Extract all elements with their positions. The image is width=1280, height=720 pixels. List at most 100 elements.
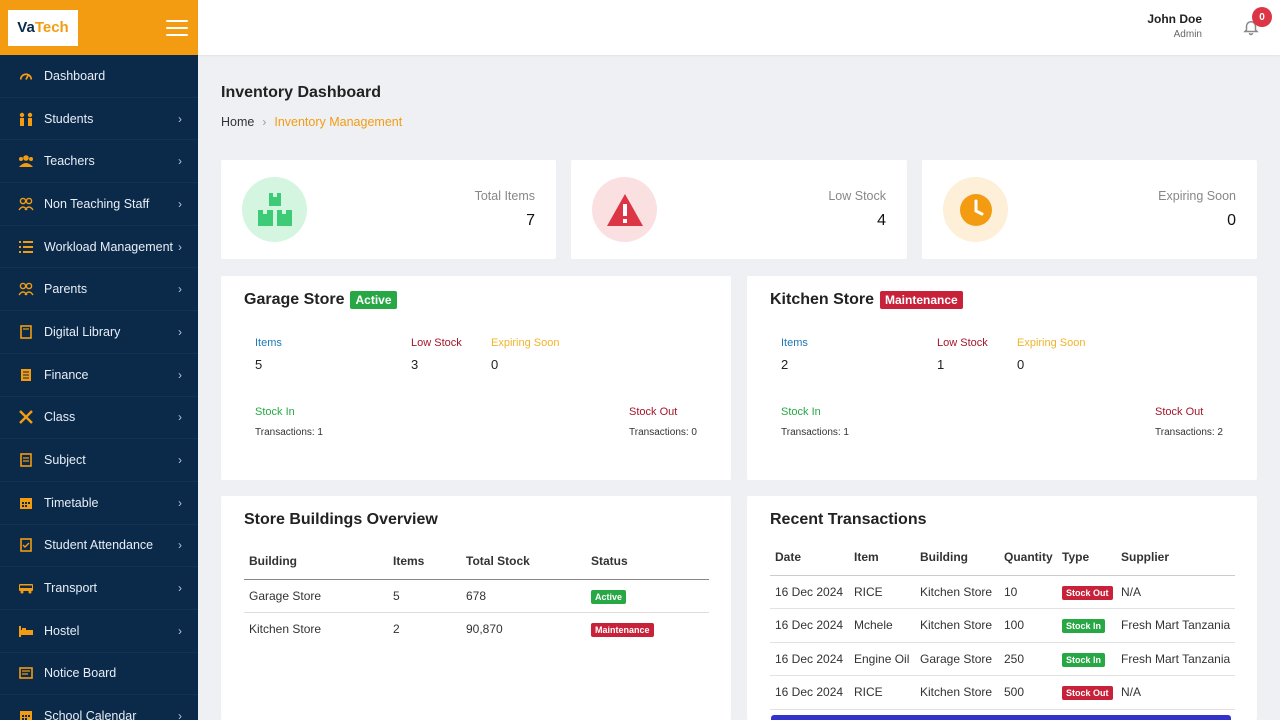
table-cell: 16 Dec 2024 bbox=[775, 584, 844, 599]
stat-icon-circle bbox=[592, 177, 657, 242]
table-row[interactable]: 16 Dec 2024 Engine Oil Garage Store 250 Stoc… bbox=[770, 642, 1235, 676]
sidebar-nav: Dashboard Students › Teachers › Non Teaching … bbox=[0, 55, 198, 720]
chevron-right-icon: › bbox=[178, 538, 182, 553]
chevron-right-icon: › bbox=[178, 453, 182, 468]
transactions-table-body: 16 Dec 2024 RICE Kitchen Store 10 Stock Out N… bbox=[770, 575, 1235, 709]
sidebar-item-notice-board[interactable]: Notice Board bbox=[0, 653, 198, 696]
chevron-right-icon: › bbox=[178, 196, 182, 211]
sidebar-item-label: Workload Management bbox=[44, 239, 174, 254]
chevron-right-icon: › bbox=[178, 709, 182, 720]
page-title: Inventory Dashboard bbox=[221, 84, 382, 101]
column-header: Status bbox=[591, 554, 628, 569]
table-row[interactable]: Garage Store 5 678 Active bbox=[244, 579, 709, 612]
transactions-card: Recent Transactions Date Item Building Quan… bbox=[747, 496, 1257, 720]
type-badge: Stock Out bbox=[1062, 686, 1113, 701]
menu-toggle-icon[interactable] bbox=[166, 19, 188, 36]
status-badge: Active bbox=[591, 589, 627, 604]
calendar-icon bbox=[18, 495, 34, 511]
column-header: Item bbox=[854, 550, 879, 565]
sidebar-item-teachers[interactable]: Teachers › bbox=[0, 140, 198, 184]
low-stock-label: Low Stock bbox=[411, 337, 462, 349]
sidebar-item-label: Notice Board bbox=[44, 666, 117, 681]
sidebar-item-parents[interactable]: Parents › bbox=[0, 268, 198, 312]
logo[interactable]: Va Tech bbox=[8, 9, 78, 46]
table-cell: Kitchen Store bbox=[920, 618, 993, 633]
sidebar-item-label: Non Teaching Staff bbox=[44, 196, 150, 211]
table-row[interactable]: 16 Dec 2024 RICE Kitchen Store 10 Stock Out N… bbox=[770, 575, 1235, 609]
sidebar-item-class[interactable]: Class › bbox=[0, 397, 198, 440]
column-header: Type bbox=[1062, 550, 1090, 565]
table-cell: Mchele bbox=[854, 618, 893, 633]
notification-badge: 0 bbox=[1252, 7, 1272, 27]
subject-icon bbox=[18, 452, 34, 468]
sidebar-item-school-calendar[interactable]: School Calendar › bbox=[0, 695, 198, 720]
logo-text-accent: Tech bbox=[34, 19, 69, 36]
column-header: Building bbox=[920, 550, 968, 565]
clock-icon bbox=[959, 193, 992, 226]
sidebar-item-subject[interactable]: Subject › bbox=[0, 439, 198, 482]
bed-icon bbox=[18, 623, 34, 639]
expiring-value: 0 bbox=[491, 357, 499, 372]
sidebar-item-label: Subject bbox=[44, 453, 86, 468]
sidebar-item-label: Dashboard bbox=[44, 68, 106, 83]
view-all-button[interactable] bbox=[771, 715, 1231, 720]
column-header: Supplier bbox=[1121, 550, 1170, 565]
sidebar-item-label: Finance bbox=[44, 367, 89, 382]
user-menu[interactable]: John Doe Admin bbox=[1147, 12, 1202, 40]
type-badge: Stock In bbox=[1062, 652, 1106, 667]
sidebar-item-timetable[interactable]: Timetable › bbox=[0, 482, 198, 525]
sidebar-item-dashboard[interactable]: Dashboard bbox=[0, 55, 198, 98]
stat-icon-circle bbox=[242, 177, 307, 242]
table-cell: Stock Out bbox=[1057, 676, 1116, 710]
table-row[interactable]: 16 Dec 2024 Mchele Kitchen Store 100 Stock I… bbox=[770, 609, 1235, 642]
table-header-row: Date Item Building Quantity Type Supplier bbox=[770, 540, 1235, 575]
table-cell: 100 bbox=[1004, 618, 1025, 633]
user-name: John Doe bbox=[1147, 12, 1202, 26]
sidebar-item-non-teaching-staff[interactable]: Non Teaching Staff › bbox=[0, 183, 198, 226]
table-row[interactable]: Kitchen Store 2 90,870 Maintenance bbox=[244, 612, 709, 645]
table-cell: N/A bbox=[1121, 584, 1142, 599]
column-header: Total Stock bbox=[466, 554, 530, 569]
sidebar-item-finance[interactable]: Finance › bbox=[0, 354, 198, 397]
table-row[interactable]: 16 Dec 2024 RICE Kitchen Store 500 Stock Out… bbox=[770, 676, 1235, 710]
teachers-icon bbox=[18, 153, 34, 169]
sidebar-item-transport[interactable]: Transport › bbox=[0, 567, 198, 610]
type-badge: Stock In bbox=[1062, 619, 1106, 634]
stat-label: Total Items bbox=[474, 189, 535, 203]
breadcrumb-home[interactable]: Home bbox=[221, 115, 255, 129]
chevron-right-icon: › bbox=[178, 239, 182, 254]
table-cell: Garage Store bbox=[920, 651, 993, 666]
sidebar-item-students[interactable]: Students › bbox=[0, 98, 198, 141]
store-card-garage: Garage Store Active Items 5 Low Stock 3 … bbox=[221, 276, 731, 480]
speedometer-icon bbox=[18, 68, 34, 84]
table-cell: 5 bbox=[393, 588, 400, 603]
calendar-icon bbox=[18, 708, 34, 720]
stat-value: 4 bbox=[877, 212, 886, 229]
table-cell: Kitchen Store bbox=[920, 685, 993, 700]
sidebar-item-student-attendance[interactable]: Student Attendance › bbox=[0, 525, 198, 568]
sidebar-item-digital-library[interactable]: Digital Library › bbox=[0, 311, 198, 354]
store-title: Kitchen Store Maintenance bbox=[770, 291, 963, 309]
items-value: 5 bbox=[255, 357, 263, 372]
stock-out-label: Stock Out bbox=[1155, 406, 1204, 418]
table-cell: 16 Dec 2024 bbox=[775, 685, 844, 700]
user-role: Admin bbox=[1173, 29, 1202, 40]
students-icon bbox=[18, 111, 34, 127]
table-cell: 2 bbox=[393, 621, 400, 636]
sidebar-item-label: Digital Library bbox=[44, 324, 121, 339]
bus-icon bbox=[18, 580, 34, 596]
table-cell: Stock In bbox=[1057, 642, 1116, 676]
stat-card-low-stock: Low Stock 4 bbox=[571, 160, 907, 259]
chevron-right-icon: › bbox=[262, 115, 267, 129]
store-title: Garage Store Active bbox=[244, 291, 397, 309]
column-header: Items bbox=[393, 554, 425, 569]
sidebar-item-hostel[interactable]: Hostel › bbox=[0, 610, 198, 653]
column-header: Building bbox=[249, 554, 297, 569]
chevron-right-icon: › bbox=[178, 495, 182, 510]
sidebar-item-workload-management[interactable]: Workload Management › bbox=[0, 226, 198, 269]
buildings-card: Store Buildings Overview Building Items To… bbox=[221, 496, 731, 720]
table-cell: 678 bbox=[466, 588, 487, 603]
stat-label: Expiring Soon bbox=[1158, 189, 1236, 203]
table-cell: Maintenance bbox=[586, 612, 709, 645]
low-stock-label: Low Stock bbox=[937, 337, 988, 349]
